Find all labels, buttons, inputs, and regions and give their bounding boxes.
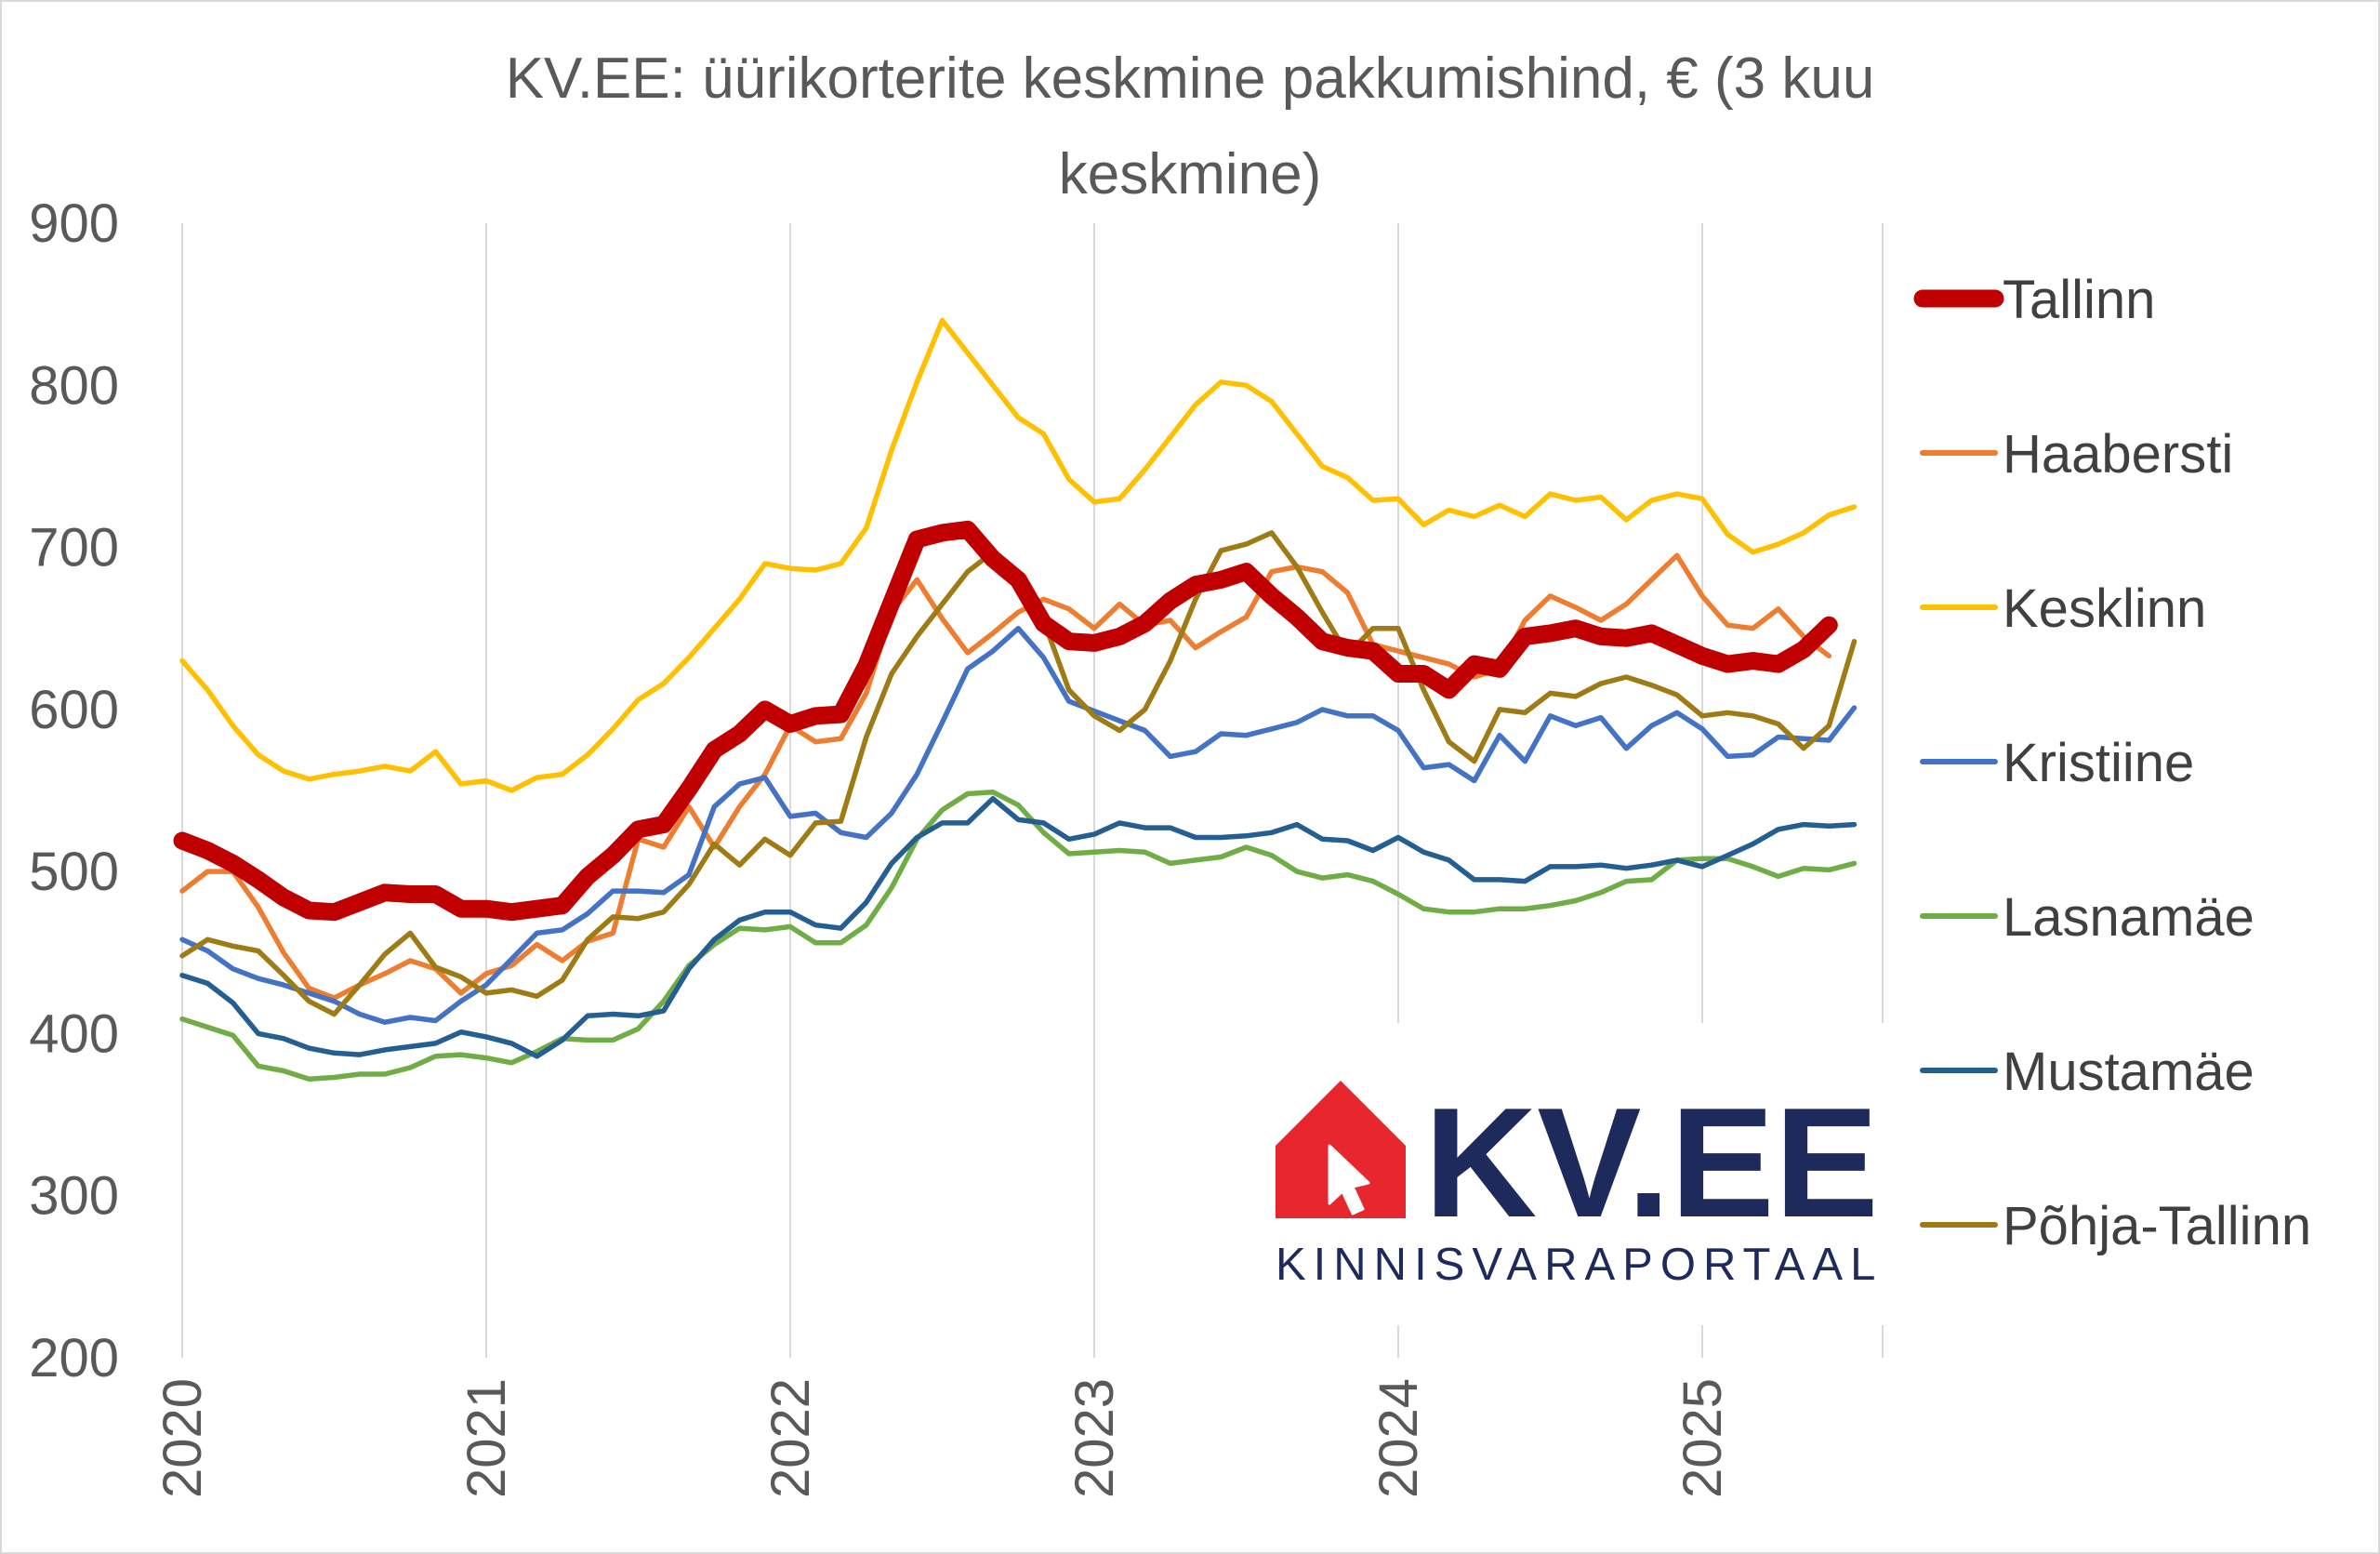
series-line-lasnamäe [179,789,1858,1082]
series-line-mustamäe [179,795,1858,1059]
y-tick-label: 800 [29,355,119,416]
logo-brand-text: KV.EE [1424,1075,1879,1250]
series-line-haabersti [179,552,1832,1001]
kv-ee-logo: KV.EE KINNISVARAPORTAAL [1250,1023,1892,1325]
y-tick-label: 900 [29,193,119,254]
legend-label-lasnamäe: Lasnamäe [2003,887,2254,948]
legend: Tallinn Haabersti Kesklinn Kristiine Lasnamä… [1913,270,2311,1256]
y-tick-label: 200 [29,1328,119,1388]
x-tick-label: 2023 [1064,1378,1125,1498]
series-line-kesklinn [179,317,1858,793]
y-tick-label: 500 [29,842,119,902]
legend-label-tallinn: Tallinn [2003,270,2155,330]
x-axis: 2020 2021 2022 2023 2024 2025 [152,1378,1733,1498]
x-tick-label: 2024 [1368,1378,1429,1498]
y-axis: 900 800 700 600 500 400 300 200 [29,193,119,1388]
legend-label-kristiine: Kristiine [2003,733,2194,793]
series-line-tallinn [173,520,1838,922]
legend-label-põhja-tallinn: Põhja-Tallinn [2003,1196,2311,1256]
y-tick-label: 700 [29,518,119,578]
legend-label-kesklinn: Kesklinn [2003,578,2206,639]
y-tick-label: 300 [29,1166,119,1227]
x-tick-label: 2022 [760,1378,821,1498]
x-tick-label: 2025 [1673,1378,1733,1498]
logo-tagline-text: KINNISVARAPORTAAL [1276,1240,1883,1290]
series-line-kristiine [179,625,1858,1025]
house-icon [1276,1081,1406,1218]
chart-title-line-2: keskmine) [1059,142,1322,206]
plot-series [173,317,1858,1082]
y-tick-label: 400 [29,1003,119,1064]
x-tick-label: 2020 [152,1378,213,1498]
chart-title: KV.EE: üürikorterite keskmine pakkumishi… [506,46,1875,206]
legend-label-mustamäe: Mustamäe [2003,1042,2254,1102]
x-tick-label: 2021 [456,1378,517,1498]
y-tick-label: 600 [29,680,119,740]
legend-label-haabersti: Haabersti [2003,424,2233,485]
chart-title-line-1: KV.EE: üürikorterite keskmine pakkumishi… [506,46,1875,111]
